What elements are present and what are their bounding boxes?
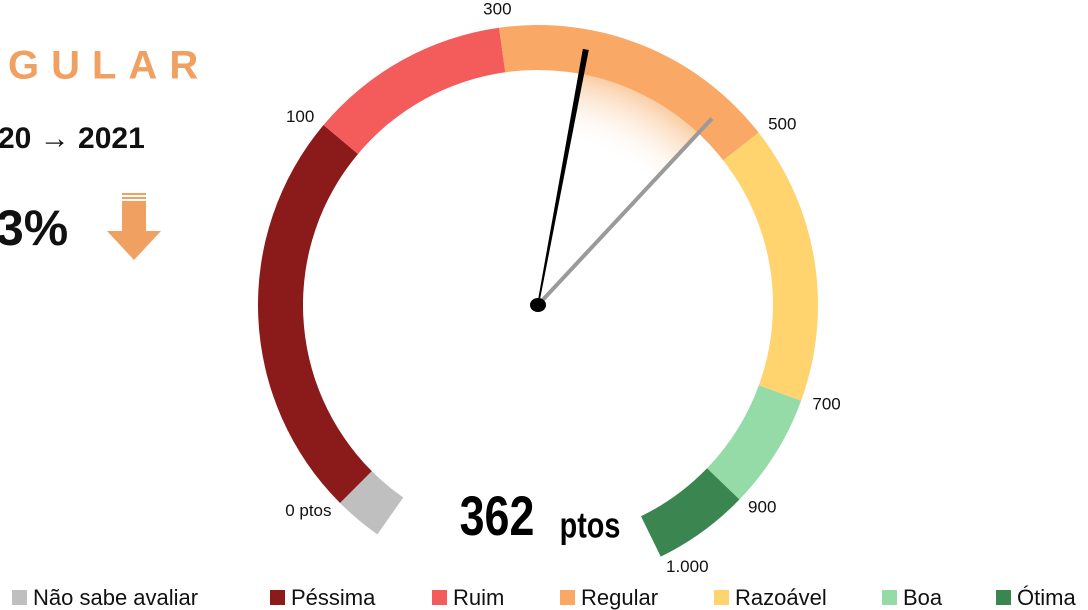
legend-label: Ótima <box>1017 585 1076 610</box>
needle-hub <box>530 298 546 312</box>
legend-swatch <box>560 590 575 605</box>
gauge-segment <box>323 27 506 154</box>
legend-swatch <box>714 590 729 605</box>
previous-needle <box>536 117 714 307</box>
legend-label: Não sabe avaliar <box>33 585 198 610</box>
legend-swatch <box>996 590 1011 605</box>
legend-label: Boa <box>903 585 943 610</box>
change-text: 3% <box>0 200 68 256</box>
gauge-segment <box>641 468 740 557</box>
score-value: 362 <box>460 484 535 547</box>
change-wedge <box>567 74 699 188</box>
legend-swatch <box>882 590 897 605</box>
tick-label: 500 <box>768 115 796 134</box>
legend-swatch <box>432 590 447 605</box>
legend-label: Ruim <box>453 585 504 610</box>
tick-label: 1.000 <box>666 557 709 576</box>
tick-label: 0 ptos <box>285 501 331 520</box>
legend-label: Péssima <box>291 585 376 610</box>
status-text: GULAR <box>8 44 210 88</box>
gauge-segment <box>340 471 404 535</box>
legend-label: Razoável <box>735 585 827 610</box>
down-arrow-icon <box>107 193 161 260</box>
legend-swatch <box>270 590 285 605</box>
tick-label: 700 <box>812 394 840 413</box>
gauge-segment <box>707 385 802 500</box>
legend-swatch <box>12 590 27 605</box>
tick-label: 300 <box>483 0 511 18</box>
score-unit: ptos <box>560 504 621 545</box>
period-text: 20 → 2021 <box>0 122 145 155</box>
tick-label: 900 <box>748 497 776 516</box>
gauge-segment <box>499 25 759 161</box>
needle <box>537 48 589 306</box>
gauge-segment <box>258 125 372 503</box>
legend-label: Regular <box>581 585 658 610</box>
tick-label: 100 <box>286 107 314 126</box>
gauge-segment <box>723 132 818 401</box>
